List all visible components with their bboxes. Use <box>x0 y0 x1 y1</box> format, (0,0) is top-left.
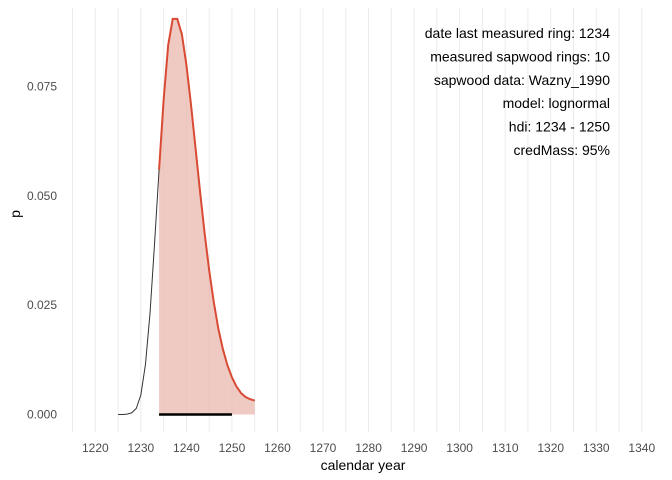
highlight-line <box>158 17 255 402</box>
annotation-line: hdi: 1234 - 1250 <box>509 119 610 135</box>
x-tick-label: 1230 <box>128 441 155 455</box>
annotation-line: credMass: 95% <box>514 142 610 158</box>
y-tick-label: 0.000 <box>27 408 57 422</box>
x-axis-ticks: 1220 1230 1240 1250 1260 1270 1280 1290 1300 1310… <box>82 441 655 455</box>
x-tick-label: 1310 <box>492 441 519 455</box>
annotation-block: date last measured ring: 1234 measured sa… <box>425 25 610 158</box>
x-tick-label: 1290 <box>401 441 428 455</box>
x-tick-label: 1280 <box>355 441 382 455</box>
y-axis-ticks: 0.000 0.025 0.050 0.075 <box>27 80 57 422</box>
annotation-line: sapwood data: Wazny_1990 <box>434 72 610 88</box>
x-tick-label: 1260 <box>264 441 291 455</box>
x-axis-title: calendar year <box>321 457 406 473</box>
y-tick-label: 0.050 <box>27 189 57 203</box>
y-tick-label: 0.075 <box>27 80 57 94</box>
y-axis-title: p <box>7 210 23 218</box>
annotation-line: model: lognormal <box>503 95 610 111</box>
x-tick-label: 1340 <box>628 441 655 455</box>
highlight-area <box>159 18 255 415</box>
x-tick-label: 1250 <box>219 441 246 455</box>
x-tick-label: 1270 <box>310 441 337 455</box>
y-tick-label: 0.025 <box>27 298 57 312</box>
x-tick-label: 1220 <box>82 441 109 455</box>
x-tick-label: 1330 <box>583 441 610 455</box>
annotation-line: date last measured ring: 1234 <box>425 25 610 41</box>
x-tick-label: 1320 <box>537 441 564 455</box>
x-tick-label: 1300 <box>446 441 473 455</box>
x-tick-label: 1240 <box>173 441 200 455</box>
annotation-line: measured sapwood rings: 10 <box>430 48 610 64</box>
